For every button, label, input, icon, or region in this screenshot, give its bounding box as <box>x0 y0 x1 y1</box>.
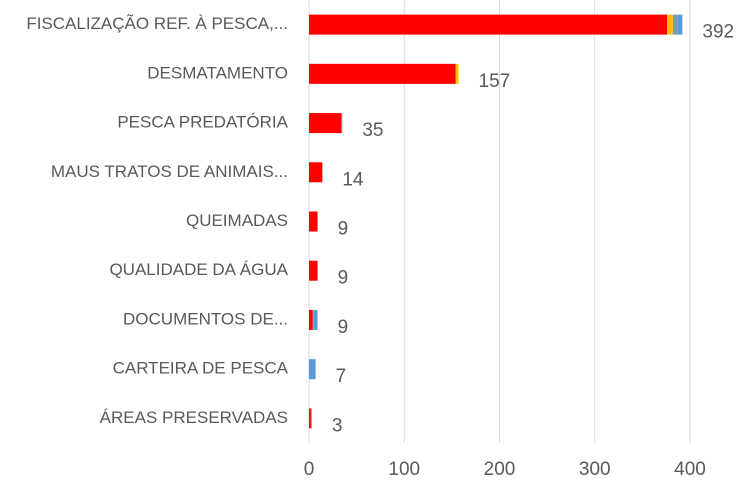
bar-segment <box>309 359 316 380</box>
bar-segment <box>309 14 668 35</box>
y-tick-label: DESMATAMENTO <box>147 63 288 82</box>
bar-segment <box>309 63 456 84</box>
y-tick-label: QUALIDADE DA ÁGUA <box>109 260 288 279</box>
total-label: 9 <box>338 219 349 240</box>
x-tick-label: 0 <box>304 459 315 480</box>
total-label: 14 <box>342 169 364 190</box>
bar-segment <box>309 408 311 429</box>
x-tick-label: 300 <box>579 459 611 480</box>
bar-segment <box>341 113 343 134</box>
x-tick-label: 100 <box>388 459 420 480</box>
x-tick-label: 200 <box>484 459 516 480</box>
total-label: 392 <box>702 22 734 43</box>
x-tick-label: 400 <box>674 459 706 480</box>
bar-segment <box>310 408 312 429</box>
y-tick-label: MAUS TRATOS DE ANIMAIS... <box>51 162 288 181</box>
total-label: 3 <box>332 415 343 436</box>
y-tick-label: DOCUMENTOS DE... <box>123 309 288 328</box>
bar-segment <box>309 309 313 330</box>
bar-segment <box>677 14 683 35</box>
bar-segment <box>667 14 673 35</box>
y-tick-label: FISCALIZAÇÃO REF. À PESCA,... <box>26 14 288 33</box>
bar-segment <box>309 211 318 232</box>
total-label: 7 <box>336 366 347 387</box>
bar-segment <box>309 162 323 183</box>
y-tick-label: QUEIMADAS <box>186 211 288 230</box>
bar-segment <box>455 63 459 84</box>
y-tick-label: PESCA PREDATÓRIA <box>117 113 288 132</box>
total-label: 9 <box>338 317 349 338</box>
total-label: 35 <box>362 120 383 141</box>
bar-segment <box>313 309 318 330</box>
y-tick-label: CARTEIRA DE PESCA <box>113 359 289 378</box>
y-tick-label: ÁREAS PRESERVADAS <box>100 408 288 427</box>
bar-segment <box>672 14 678 35</box>
bar-segment <box>312 309 314 330</box>
bar-segment <box>309 260 318 281</box>
total-label: 9 <box>338 268 349 289</box>
bar-segment <box>309 113 342 134</box>
total-label: 157 <box>479 71 511 92</box>
